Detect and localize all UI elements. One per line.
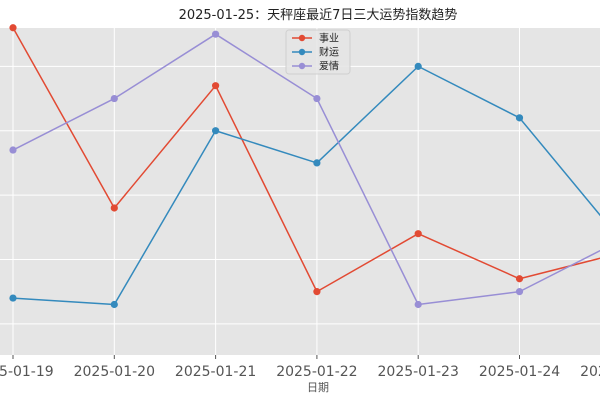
chart-title: 2025-01-25：天秤座最近7日三大运势指数趋势 xyxy=(179,7,458,23)
data-point xyxy=(313,159,321,167)
data-point xyxy=(212,82,220,90)
data-point xyxy=(212,127,220,135)
x-tick-label: 2025-01-19 xyxy=(0,364,54,380)
data-point xyxy=(110,204,118,212)
legend-label: 财运 xyxy=(319,46,339,59)
data-point xyxy=(414,230,422,238)
legend-swatch-marker xyxy=(298,34,306,42)
x-tick-label: 2025-01-21 xyxy=(175,364,256,380)
data-point xyxy=(110,300,118,309)
data-point xyxy=(110,94,118,103)
data-point xyxy=(515,114,524,122)
data-point xyxy=(515,288,524,296)
plot-area xyxy=(0,28,600,355)
series-layer xyxy=(9,24,600,309)
data-point xyxy=(515,275,524,283)
data-point xyxy=(9,24,17,32)
legend-label: 事业 xyxy=(319,32,339,45)
x-tick-label: 2025-01-25 xyxy=(580,364,600,380)
x-tick-label: 2025-01-22 xyxy=(276,364,357,380)
legend-swatch-marker xyxy=(298,62,306,70)
x-axis-label: 日期 xyxy=(307,381,329,394)
data-point xyxy=(414,62,422,70)
legend-swatch-marker xyxy=(298,48,306,56)
data-point xyxy=(313,288,321,296)
data-point xyxy=(9,294,17,302)
data-point xyxy=(414,300,422,309)
data-point xyxy=(212,30,220,38)
x-tick-label: 2025-01-20 xyxy=(74,364,155,380)
data-point xyxy=(9,146,17,154)
x-tick-label: 2025-01-23 xyxy=(378,364,459,380)
legend-label: 爱情 xyxy=(319,60,339,73)
x-axis-ticks: 2025-01-19 2025-01-20 2025-01-21 2025-01-22… xyxy=(0,355,600,380)
x-tick-label: 2025-01-24 xyxy=(479,364,560,380)
data-point xyxy=(313,94,321,103)
